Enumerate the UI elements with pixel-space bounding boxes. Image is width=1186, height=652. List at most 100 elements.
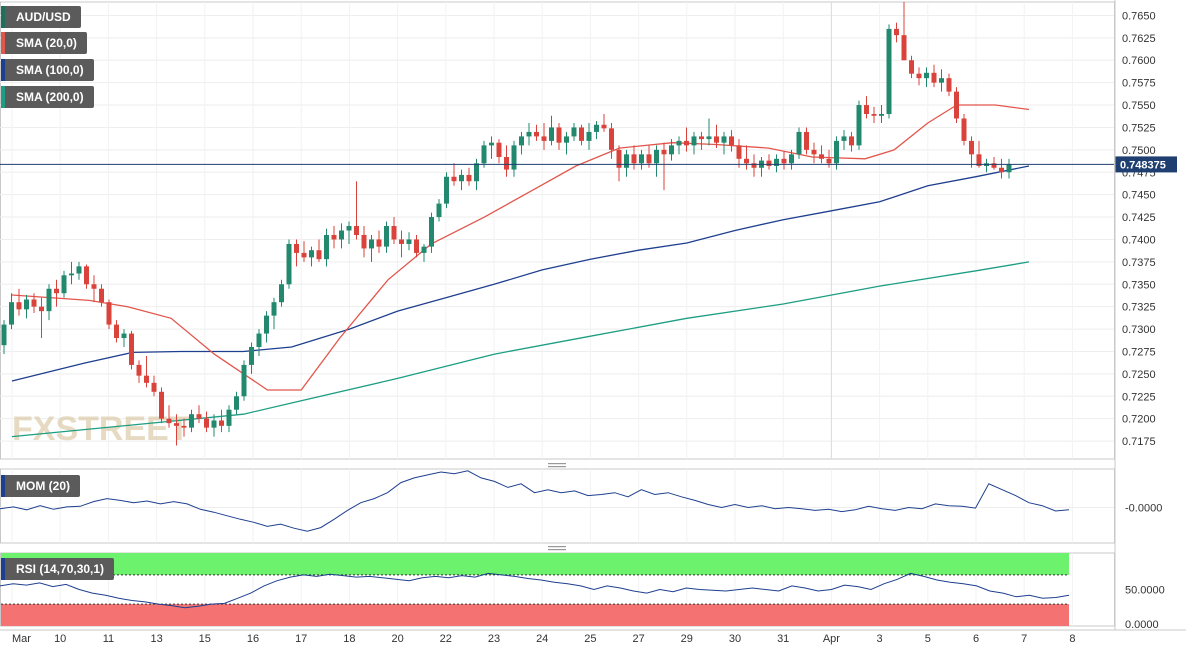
- candle-body: [144, 375, 149, 383]
- candle-body: [414, 239, 419, 253]
- candle-body: [526, 131, 532, 137]
- candle-body: [406, 239, 412, 244]
- candle-body: [556, 127, 562, 143]
- candle-body: [661, 149, 667, 155]
- candle-body: [886, 28, 892, 115]
- candle-body: [31, 299, 37, 307]
- rsi-oversold-zone: [1, 604, 1069, 626]
- candle-body: [429, 217, 434, 247]
- candle-body: [69, 273, 74, 276]
- candle-body: [459, 174, 464, 182]
- candle-body: [384, 226, 389, 247]
- candle-body: [729, 136, 734, 146]
- candle-body: [391, 226, 397, 240]
- candle-body: [916, 73, 922, 79]
- candle-body: [1006, 164, 1012, 173]
- candle-body: [504, 157, 509, 170]
- candle-body: [541, 136, 547, 141]
- candle-body: [316, 250, 322, 260]
- price-tick-label: 0.7200: [1122, 414, 1156, 426]
- price-tick-label: 0.7225: [1122, 391, 1156, 403]
- candle-body: [16, 302, 22, 310]
- date-tick-label: 11: [103, 633, 114, 645]
- candle-body: [564, 136, 569, 143]
- price-tick-label: 0.7625: [1122, 33, 1156, 45]
- candle-body: [519, 136, 524, 146]
- candle-body: [879, 114, 884, 116]
- candle-body: [114, 324, 119, 339]
- candle-body: [706, 136, 712, 140]
- candle-body: [946, 78, 952, 92]
- price-tick-label: 0.7450: [1122, 190, 1156, 202]
- candle-body: [226, 409, 232, 426]
- date-tick-label: 3: [877, 633, 883, 645]
- candle-body: [631, 154, 637, 164]
- candle-body: [346, 226, 352, 231]
- symbol-label: AUD/USD: [16, 10, 71, 24]
- sma20-swatch: [1, 32, 5, 54]
- candle-body: [84, 266, 89, 285]
- candle-body: [339, 230, 344, 240]
- candle-body: [286, 243, 292, 285]
- last-price-label: 0.748375: [1120, 159, 1166, 171]
- candle-body: [931, 72, 937, 83]
- rsi-tick-label: 0.0000: [1125, 619, 1159, 631]
- candle-body: [991, 163, 997, 168]
- candle-body: [1, 324, 7, 346]
- sma20-tag[interactable]: SMA (20,0): [1, 32, 87, 54]
- candle-body: [481, 145, 487, 164]
- date-tick-label: 13: [150, 633, 162, 645]
- date-tick-label: 24: [536, 633, 548, 645]
- sma200-line: [11, 261, 1030, 438]
- date-tick-label: 16: [247, 633, 259, 645]
- candle-body: [894, 28, 899, 36]
- sma100-tag[interactable]: SMA (100,0): [1, 59, 94, 81]
- candle-body: [744, 158, 749, 164]
- date-tick-label: 7: [1021, 633, 1027, 645]
- candle-body: [684, 140, 689, 146]
- candle-body: [586, 131, 592, 141]
- candle-body: [924, 72, 929, 79]
- price-tick-label: 0.7575: [1122, 78, 1156, 90]
- candle-body: [121, 333, 127, 339]
- candle-body: [309, 250, 314, 258]
- candle-body: [354, 226, 359, 235]
- sma100-swatch: [1, 59, 5, 81]
- sma200-tag[interactable]: SMA (200,0): [1, 86, 94, 108]
- candle-body: [436, 203, 442, 218]
- candle-body: [54, 288, 59, 294]
- candle-body: [174, 423, 179, 426]
- candle-body: [571, 127, 577, 137]
- candle-body: [279, 284, 284, 303]
- candle-body: [669, 145, 674, 155]
- panel-resize-grip-line: [548, 546, 566, 548]
- candle-body: [871, 114, 877, 116]
- candle-body: [534, 131, 539, 137]
- candle-body: [489, 142, 494, 146]
- sma200-swatch: [1, 86, 5, 108]
- candle-body: [676, 140, 682, 146]
- rsi-tag[interactable]: RSI (14,70,30,1): [1, 558, 115, 580]
- candle-body: [849, 136, 854, 146]
- price-tick-label: 0.7400: [1122, 234, 1156, 246]
- rsi-line: [0, 572, 1070, 609]
- symbol-tag[interactable]: AUD/USD: [1, 6, 81, 28]
- candle-body: [361, 234, 367, 249]
- candle-body: [159, 391, 164, 419]
- candle-body: [714, 136, 719, 143]
- date-tick-label: 15: [199, 633, 211, 645]
- candle-body: [976, 154, 982, 166]
- candles-group: [1, 2, 1012, 446]
- candle-body: [444, 176, 449, 204]
- date-tick-label: 30: [729, 633, 741, 645]
- candle-body: [864, 105, 869, 115]
- candle-body: [166, 418, 172, 424]
- candle-body: [46, 288, 52, 312]
- mom-tag[interactable]: MOM (20): [1, 475, 80, 497]
- candle-body: [511, 145, 517, 170]
- candle-body: [76, 266, 82, 274]
- candle-body: [901, 35, 907, 61]
- candle-body: [939, 78, 944, 83]
- price-tick-label: 0.7425: [1122, 212, 1156, 224]
- symbol-swatch: [1, 6, 5, 28]
